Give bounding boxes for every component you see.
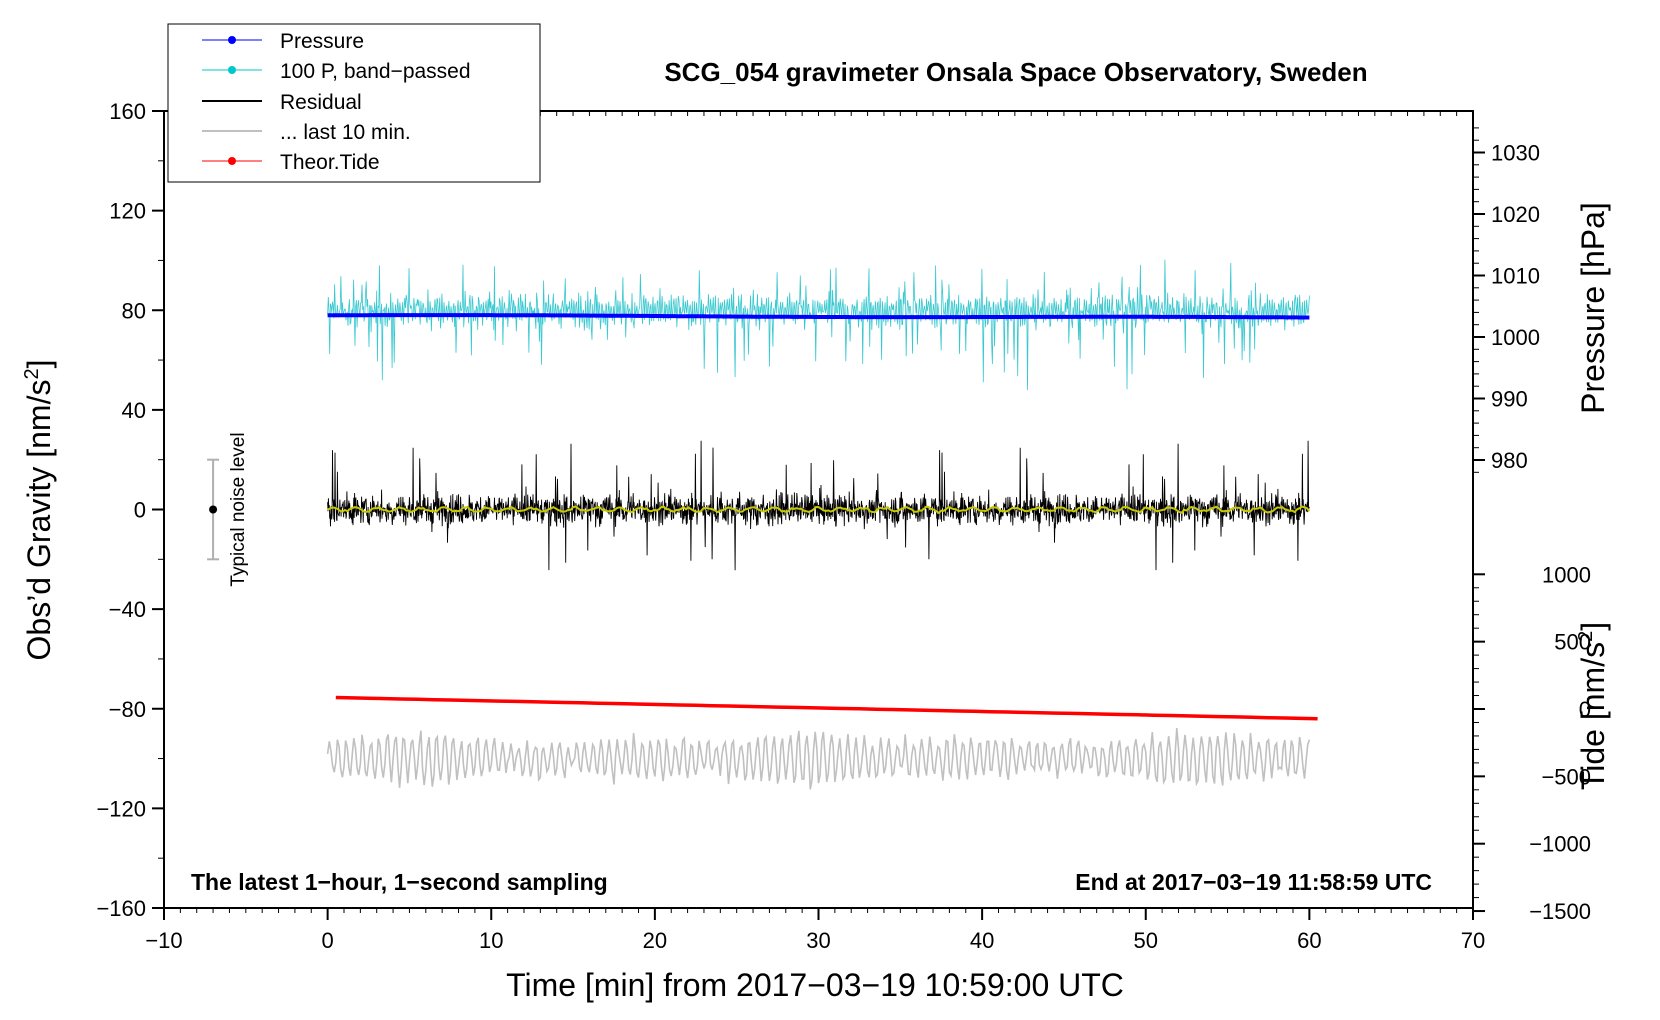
ticks-layer: −10 0 10 20 30 40 50 60 7016012080400−40−80−120−… [96,99,1591,953]
legend-label-last10: ... last 10 min. [280,121,411,144]
legend: Pressure 100 P, band−passed Residual ...… [167,23,541,183]
y-tick-label-tide: 500 [1554,630,1591,655]
annotation-end-time: End at 2017−03−19 11:58:59 UTC [1075,869,1432,895]
y-tick-label-tide: 0 [1579,697,1591,722]
x-tick-label: 20 [643,928,667,953]
x-tick-label: 60 [1297,928,1321,953]
y-tick-label-tide: 1000 [1542,562,1591,587]
y-axis-label-tide-main: Tide [nm/s [1575,642,1611,790]
noise-level-indicator: Typical noise level [207,432,249,587]
y-axis-label-left-sup: 2 [21,368,43,379]
series-pressure [327,313,1310,320]
y-axis-label-left: Obs’d Gravity [nm/s2] [21,360,57,661]
y-tick-label-pressure: 980 [1491,448,1528,473]
series-layer [326,259,1318,790]
series-last-10-min [326,728,1311,790]
legend-label-tide: Theor.Tide [280,151,380,174]
annotation-sampling: The latest 1−hour, 1−second sampling [191,869,608,895]
legend-marker-bandpassed [228,66,236,74]
y-tick-label-left: −40 [109,597,146,622]
y-tick-label-left: 120 [109,199,146,224]
y-axis-label-tide-end: ] [1575,622,1611,631]
y-axis-label-tide-sup: 2 [1575,631,1597,642]
y-tick-label-pressure: 1010 [1491,264,1540,289]
y-tick-label-left: −80 [109,697,146,722]
legend-marker-tide [228,157,236,165]
y-axis-label-pressure: Pressure [hPa] [1575,202,1611,414]
y-axis-label-tide: Tide [nm/s2] [1575,622,1611,790]
x-tick-label: 0 [322,928,334,953]
legend-label-pressure: Pressure [280,30,364,53]
y-tick-label-left: 40 [122,398,146,423]
x-tick-label: 50 [1134,928,1158,953]
y-tick-label-left: −120 [96,796,146,821]
y-tick-label-pressure: 1030 [1491,141,1540,166]
y-tick-label-tide: −500 [1541,764,1591,789]
y-axis-label-left-end: ] [21,360,57,369]
legend-marker-pressure [228,36,236,44]
noise-level-label: Typical noise level [228,432,249,586]
y-tick-label-left: 80 [122,298,146,323]
y-tick-label-tide: −1000 [1529,832,1591,857]
x-tick-label: 30 [806,928,830,953]
series-residual [327,440,1310,571]
x-axis-label: Time [min] from 2017−03−19 10:59:00 UTC [506,967,1124,1003]
series-residual-smoothed [327,505,1311,515]
legend-label-bandpassed: 100 P, band−passed [280,60,471,83]
legend-box [167,23,541,183]
y-tick-label-pressure: 990 [1491,387,1528,412]
y-tick-label-tide: −1500 [1529,899,1591,924]
legend-label-residual: Residual [280,91,362,114]
y-tick-label-left: 160 [109,99,146,124]
y-tick-label-left: −160 [96,896,146,921]
noise-level-dot [209,505,218,514]
x-tick-label: 40 [970,928,994,953]
x-tick-label: 10 [479,928,503,953]
chart-title: SCG_054 gravimeter Onsala Space Observat… [664,57,1367,87]
x-tick-label: 70 [1461,928,1485,953]
y-tick-label-pressure: 1000 [1491,325,1540,350]
series-theor-tide [335,695,1318,721]
y-axis-label-left-main: Obs’d Gravity [nm/s [21,380,57,661]
y-tick-label-left: 0 [134,498,146,523]
y-tick-label-pressure: 1020 [1491,202,1540,227]
x-tick-label: −10 [145,928,182,953]
